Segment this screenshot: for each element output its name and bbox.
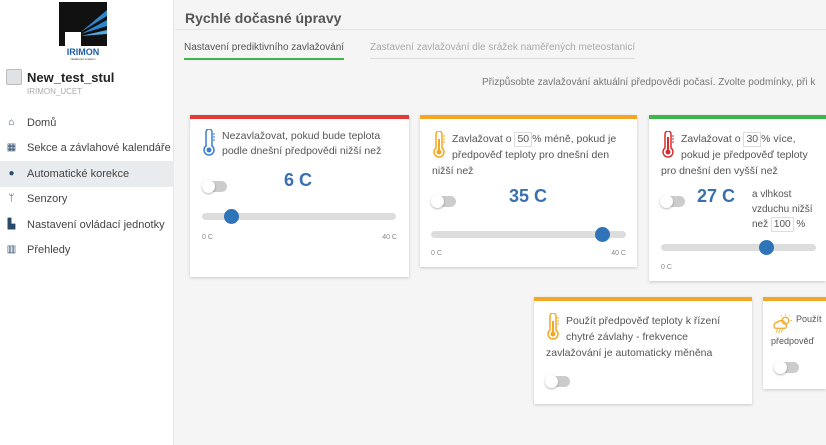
card-less-irrigation: Zavlažovat o 50% méně, pokud je předpově… [420,115,637,267]
percent-input[interactable]: 30 [743,132,762,147]
card-text: Nezavlažovat, pokud bude teplota podle d… [222,130,382,157]
nav-label: Nastavení ovládací jednotky [27,218,165,231]
nav-label: Senzory [27,193,68,206]
percent-input[interactable]: 50 [514,132,533,147]
card-text: Zavlažovat o [452,133,512,145]
controller-icon: ▙ [7,218,16,230]
tab-rain-stop[interactable]: Zastavení zavlažování dle srážek naměřen… [370,42,636,59]
nav-label: Přehledy [27,244,71,257]
humidity-text: a vlhkost vzduchu nižší než [752,189,813,230]
temp-value: 6 C [284,170,313,190]
slider-handle[interactable] [224,209,240,224]
card-accent [534,297,752,301]
sidebar: IRIMON závlahové systémy New_test_stul I… [0,0,174,445]
temp-slider[interactable] [661,240,816,255]
irimon-logo: IRIMON závlahové systémy [59,2,107,60]
card-accent [763,297,826,301]
nav-label: Sekce a závlahové kalendáře [27,142,171,155]
slider-max-label: 40 C [611,250,626,257]
enable-toggle[interactable] [202,180,227,193]
home-icon: ⌂ [8,116,15,128]
thermometer-icon [433,131,445,158]
card-accent [190,115,409,119]
enable-toggle[interactable] [774,361,799,374]
antenna-icon: ᛘ [8,193,15,205]
nav-item-sensors[interactable]: ᛘ Senzory [0,187,174,213]
card-text: Použít předpověď [771,314,822,346]
svg-text:IRIMON: IRIMON [67,47,100,57]
card-more-irrigation: Zavlažovat o 30% více, pokud je předpově… [649,115,826,281]
storm-sun-icon [773,313,793,334]
tab-predictive[interactable]: Nastavení prediktivního zavlažování [184,42,345,60]
slider-min-label: 0 C [431,250,442,257]
enable-toggle[interactable] [545,375,570,388]
card-weather-forecast: Použít předpověď [763,297,826,389]
card-text: Použít předpověď teploty k řízení chytré… [546,315,721,359]
card-smart-irrigation: Použít předpověď teploty k řízení chytré… [534,297,752,404]
temp-slider[interactable] [202,209,396,224]
temp-value: 27 C [697,186,736,206]
nav-item-overviews[interactable]: ▥ Přehledy [0,238,174,264]
chart-icon: ▥ [6,244,17,256]
thermometer-icon [203,129,215,156]
temp-slider[interactable] [431,227,626,242]
divider [175,29,826,30]
nav-label: Domů [27,116,57,129]
card-accent [420,115,637,119]
nav-item-sections[interactable]: ▦ Sekce a závlahové kalendáře [0,136,174,162]
card-no-irrigation-low-temp: Nezavlažovat, pokud bude teplota podle d… [190,115,409,277]
nav-menu: ⌂ Domů ▦ Sekce a závlahové kalendáře ● Auto… [0,110,174,263]
slider-max-label: 40 C [382,234,397,241]
toggle-icon: ● [8,167,15,179]
card-text: % více, pokud je předpověď teploty pro d… [661,133,808,177]
slider-min-label: 0 C [661,264,672,271]
account-sub: IRIMON_UCET [27,87,83,96]
nav-item-auto-corrections[interactable]: ● Automatické korekce [0,161,174,187]
thermometer-icon [662,131,674,158]
svg-text:závlahové systémy: závlahové systémy [70,57,96,60]
card-text: Zavlažovat o [681,133,741,145]
slider-handle[interactable] [758,240,774,255]
enable-toggle[interactable] [660,195,685,208]
account-name: New_test_stul [27,70,115,85]
humidity-unit: % [796,219,806,230]
page-title: Rychlé dočasné úpravy [185,10,342,26]
slider-min-label: 0 C [202,234,213,241]
humidity-input[interactable]: 100 [770,217,794,232]
nav-item-controller-settings[interactable]: ▙ Nastavení ovládací jednotky [0,212,174,238]
enable-toggle[interactable] [431,195,456,208]
thermometer-icon [547,313,559,340]
slider-handle[interactable] [594,227,610,242]
nav-label: Automatické korekce [27,167,130,180]
grid-icon: ▦ [6,142,17,154]
temp-value: 35 C [509,186,548,206]
card-accent [649,115,826,119]
card-text: % méně, pokud je předpověď teploty pro d… [432,133,617,177]
device-icon [6,69,22,85]
nav-item-home[interactable]: ⌂ Domů [0,110,174,136]
intro-text: Přizpůsobte zavlažování aktuální předpov… [482,77,816,88]
